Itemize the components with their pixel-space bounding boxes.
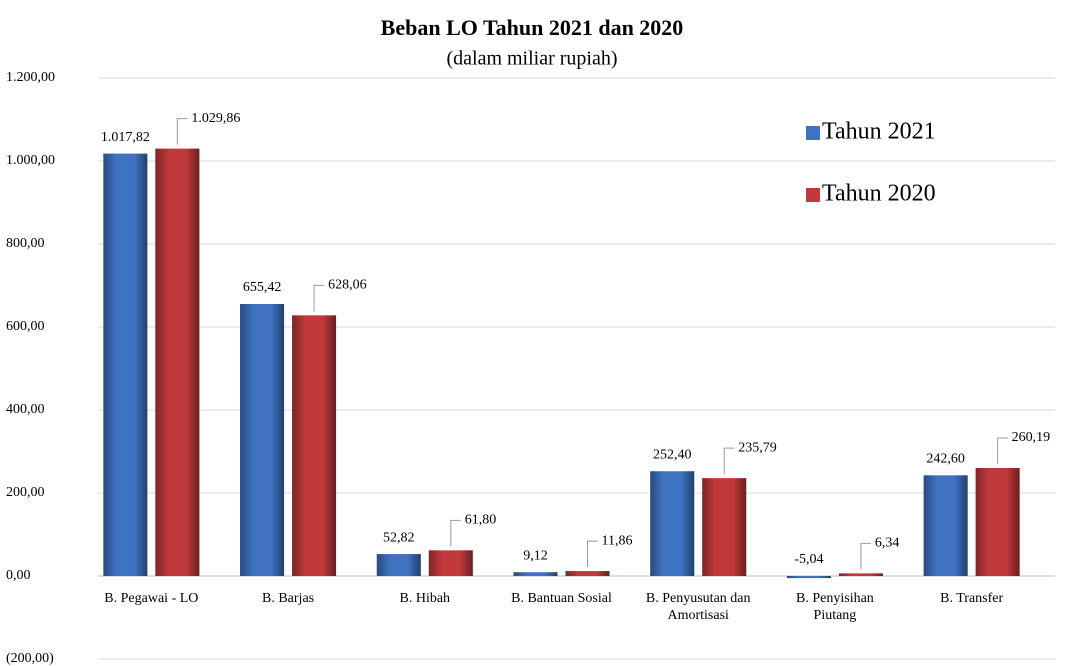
bar-shade bbox=[565, 571, 610, 576]
data-label: -5,04 bbox=[794, 552, 823, 567]
legend-label: Tahun 2021 bbox=[822, 119, 936, 145]
bar-shade bbox=[376, 554, 421, 576]
bar-shade bbox=[513, 572, 558, 576]
chart-title: Beban LO Tahun 2021 dan 2020 bbox=[381, 15, 684, 40]
bar-shade bbox=[786, 576, 831, 579]
bar-shade bbox=[838, 573, 883, 576]
bar-shade bbox=[923, 475, 968, 576]
x-tick-label: B. Barjas bbox=[262, 591, 315, 606]
leader-line bbox=[997, 437, 1008, 465]
data-label: 655,42 bbox=[243, 280, 282, 295]
leader-line bbox=[313, 284, 325, 312]
x-tick-label: B. Penyusutan dan Amortisasi bbox=[645, 591, 751, 623]
bar-shade bbox=[702, 478, 747, 576]
data-label: 61,80 bbox=[465, 513, 497, 528]
data-label: 260,19 bbox=[1012, 430, 1050, 445]
y-tick-label: 200,00 bbox=[6, 485, 45, 500]
legend-label: Tahun 2020 bbox=[822, 181, 936, 207]
data-label: 9,12 bbox=[523, 548, 548, 563]
data-label: 52,82 bbox=[383, 530, 415, 545]
leader-line bbox=[176, 118, 188, 145]
bar-shade bbox=[103, 153, 148, 576]
leader-line bbox=[860, 542, 871, 570]
data-label: 252,40 bbox=[653, 447, 692, 462]
x-tick-label: B. Transfer bbox=[940, 591, 1004, 606]
legend-swatch bbox=[806, 126, 820, 140]
y-tick-label: 600,00 bbox=[6, 319, 45, 334]
y-tick-label: 0,00 bbox=[6, 568, 31, 583]
x-tick-label: B. Pegawai - LO bbox=[104, 591, 199, 606]
y-tick-label: 400,00 bbox=[6, 402, 45, 417]
legend-swatch bbox=[806, 188, 820, 202]
bar-shade bbox=[155, 148, 200, 576]
bar-shade bbox=[428, 550, 473, 576]
leader-line bbox=[450, 519, 461, 547]
data-label: 628,06 bbox=[328, 278, 367, 293]
leader-line bbox=[723, 447, 735, 475]
data-label: 1.029,86 bbox=[191, 111, 240, 126]
data-label: 242,60 bbox=[926, 452, 965, 467]
bar-shade bbox=[975, 468, 1020, 576]
x-tick-label: B. Hibah bbox=[399, 591, 451, 606]
x-tick-label: B. Bantuan Sosial bbox=[511, 591, 612, 606]
y-tick-label: 1.200,00 bbox=[6, 70, 55, 85]
data-label: 11,86 bbox=[602, 533, 633, 548]
x-tick-label: B. Penyisihan Piutang bbox=[796, 591, 874, 623]
bar-shade bbox=[650, 471, 695, 576]
data-label: 1.017,82 bbox=[101, 130, 150, 145]
y-tick-label: (200,00) bbox=[6, 651, 54, 666]
bar-shade bbox=[240, 304, 285, 576]
data-label: 235,79 bbox=[738, 440, 777, 455]
bar-shade bbox=[292, 315, 337, 576]
y-tick-label: 800,00 bbox=[6, 236, 45, 251]
data-label: 6,34 bbox=[875, 536, 900, 551]
leader-line bbox=[587, 540, 598, 568]
chart-subtitle: (dalam miliar rupiah) bbox=[446, 48, 617, 70]
y-tick-label: 1.000,00 bbox=[6, 153, 55, 168]
